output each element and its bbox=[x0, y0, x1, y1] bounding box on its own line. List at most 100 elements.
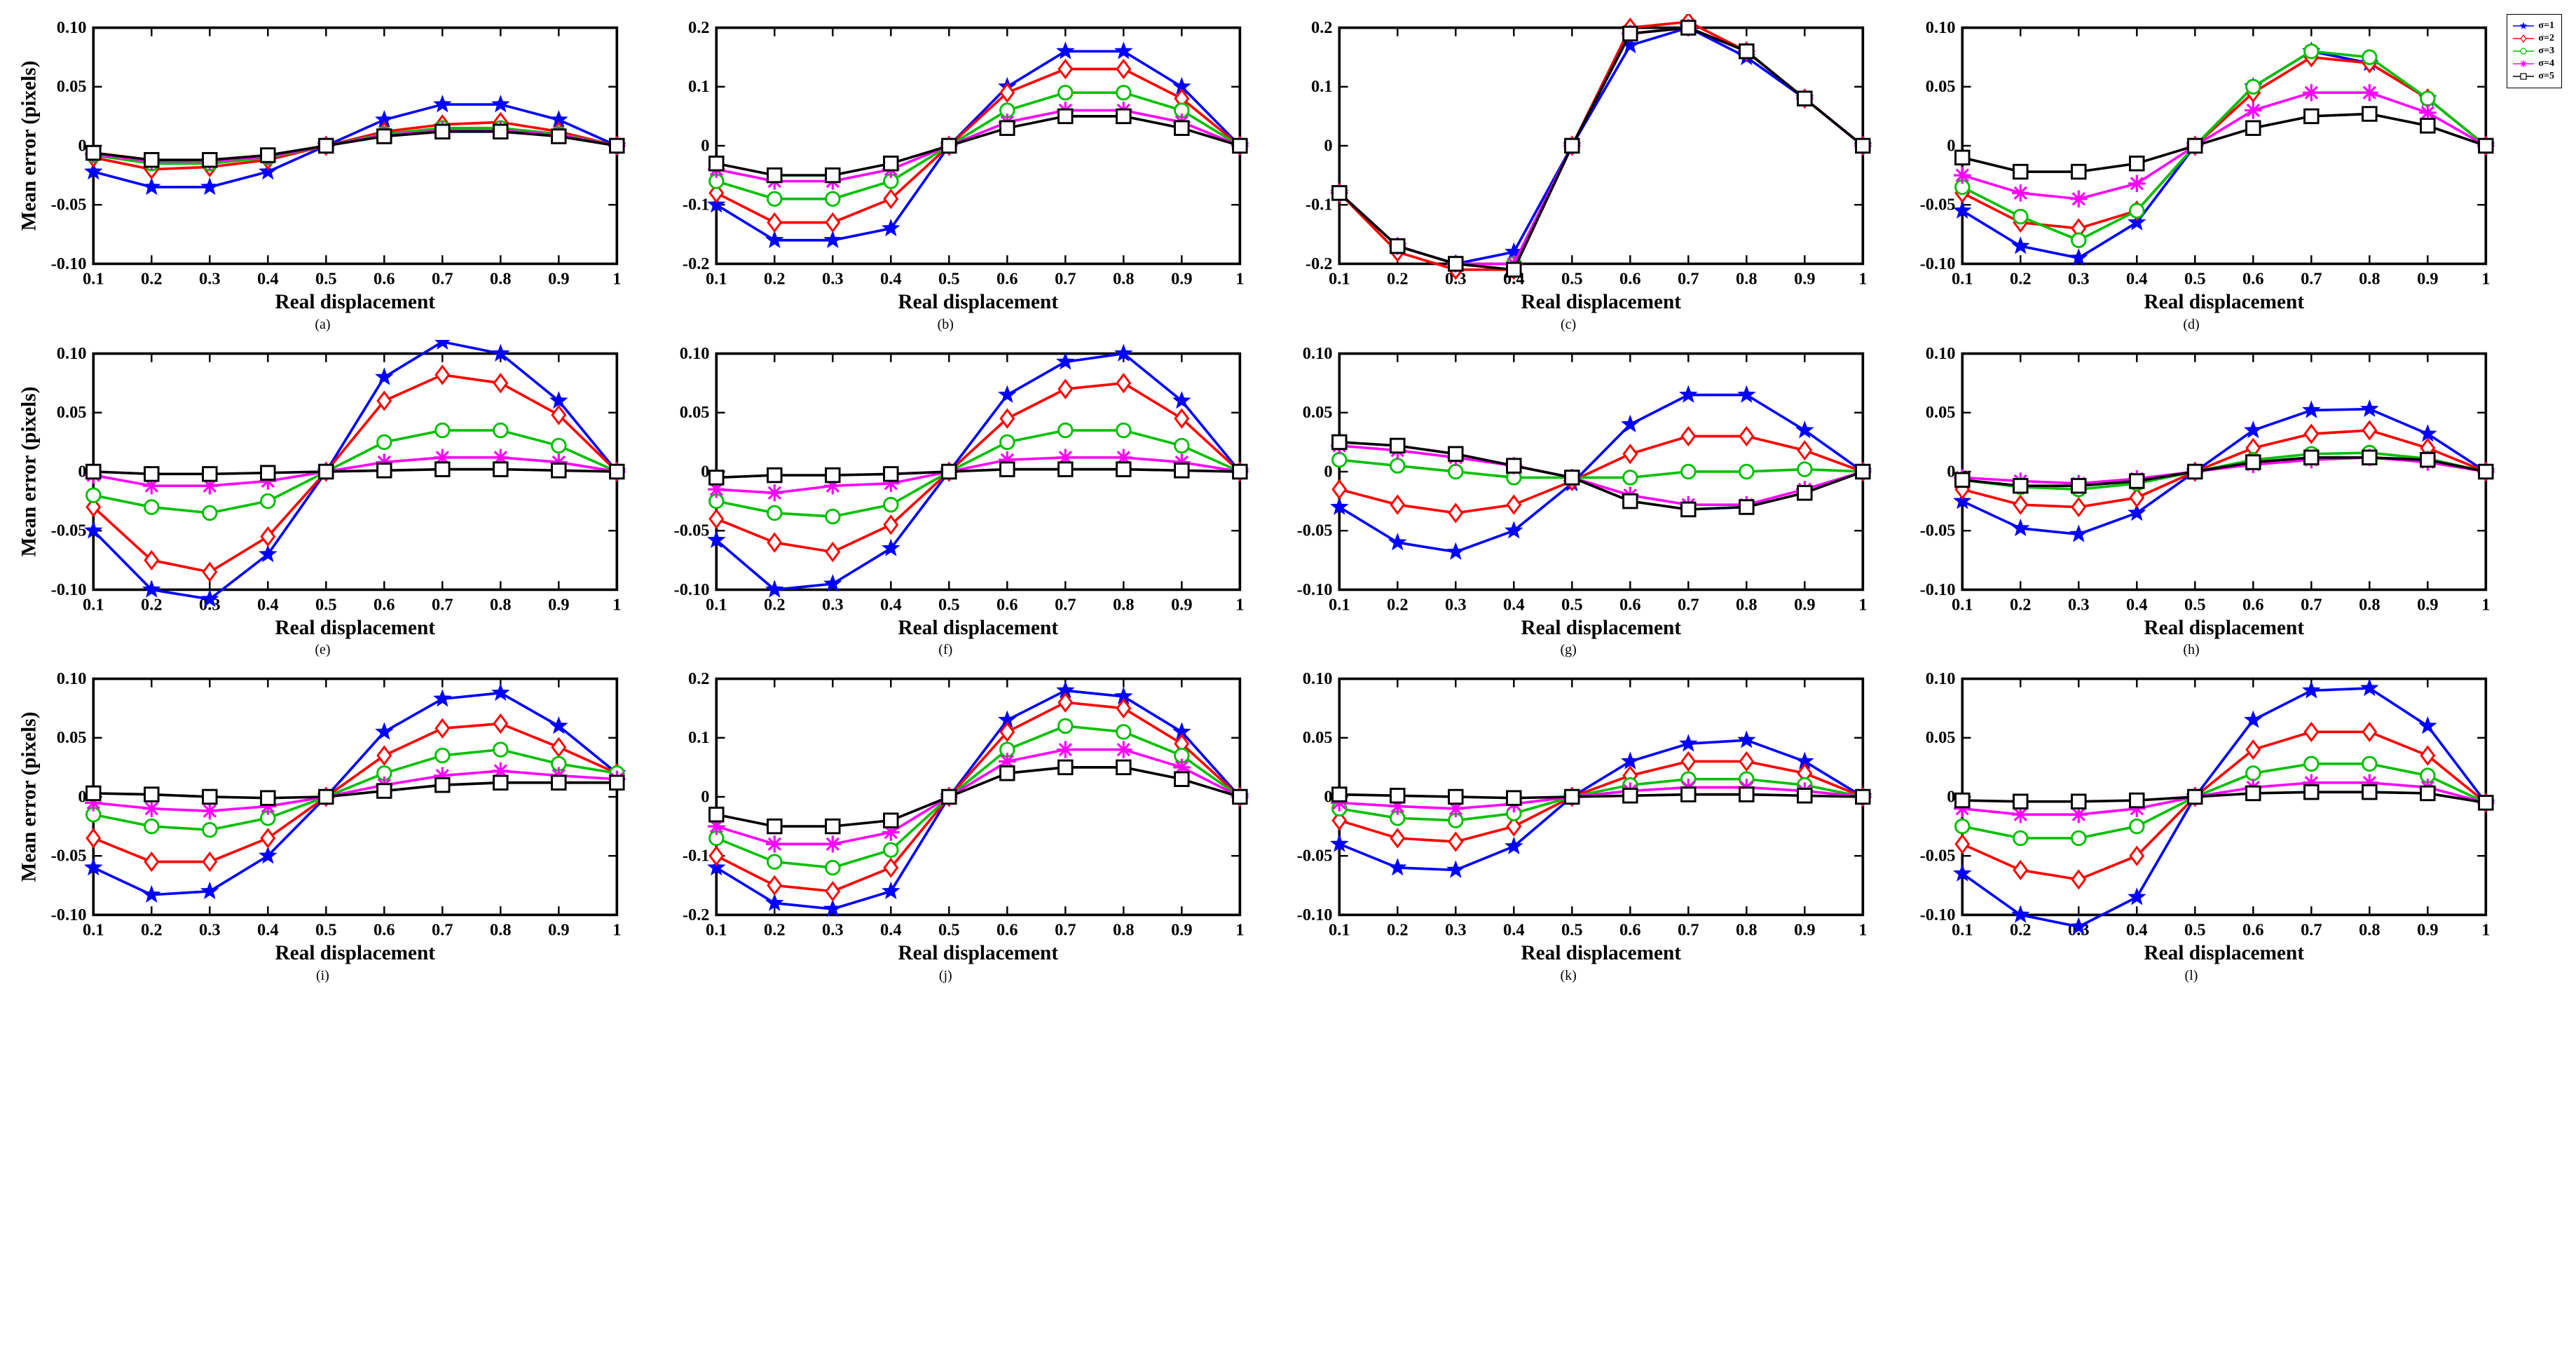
svg-text:-0.1: -0.1 bbox=[683, 196, 710, 214]
svg-text:0.6: 0.6 bbox=[996, 921, 1018, 940]
svg-text:0.2: 0.2 bbox=[764, 595, 786, 614]
svg-text:0.1: 0.1 bbox=[688, 728, 710, 747]
svg-text:0.1: 0.1 bbox=[1952, 921, 1973, 940]
svg-text:0.3: 0.3 bbox=[199, 270, 221, 289]
svg-text:0.7: 0.7 bbox=[432, 270, 453, 289]
svg-text:0.9: 0.9 bbox=[1794, 270, 1816, 289]
subplot-label: (f) bbox=[938, 642, 952, 658]
legend-label: σ=4 bbox=[2538, 58, 2554, 69]
legend-item-s3: σ=3 bbox=[2513, 46, 2554, 57]
marker-s5 bbox=[2420, 787, 2434, 801]
marker-s3 bbox=[767, 855, 781, 869]
marker-s5 bbox=[1856, 139, 1870, 153]
marker-s3 bbox=[825, 861, 840, 875]
marker-s5 bbox=[2479, 465, 2493, 479]
marker-s3 bbox=[1681, 465, 1695, 479]
svg-text:0.05: 0.05 bbox=[1925, 728, 1955, 747]
svg-text:-0.10: -0.10 bbox=[51, 580, 87, 599]
svg-text:1: 1 bbox=[1235, 270, 1244, 289]
subplot-cell-a: -0.10-0.0500.050.100.10.20.30.40.50.60.7… bbox=[14, 14, 631, 333]
marker-s3 bbox=[1332, 453, 1346, 467]
marker-s3 bbox=[2071, 832, 2085, 846]
svg-text:0.5: 0.5 bbox=[315, 921, 337, 940]
svg-text:0.6: 0.6 bbox=[1619, 270, 1641, 289]
svg-text:0.10: 0.10 bbox=[1303, 344, 1333, 363]
marker-s3 bbox=[1739, 465, 1753, 479]
svg-text:0.3: 0.3 bbox=[2068, 270, 2090, 289]
svg-text:0.8: 0.8 bbox=[1113, 270, 1135, 289]
marker-s3 bbox=[825, 192, 840, 206]
svg-text:0.1: 0.1 bbox=[1952, 270, 1973, 289]
marker-s5 bbox=[1856, 465, 1870, 479]
subplot-cell-i: -0.10-0.0500.050.100.10.20.30.40.50.60.7… bbox=[14, 665, 631, 984]
svg-text:0: 0 bbox=[1324, 136, 1332, 155]
legend-label: σ=1 bbox=[2538, 20, 2554, 32]
marker-s5 bbox=[2130, 156, 2144, 170]
svg-text:0.2: 0.2 bbox=[141, 270, 163, 289]
svg-text:1: 1 bbox=[1858, 270, 1867, 289]
subplot-label: (j) bbox=[939, 968, 952, 984]
subplot-i: -0.10-0.0500.050.100.10.20.30.40.50.60.7… bbox=[14, 665, 631, 966]
svg-text:0.05: 0.05 bbox=[1925, 403, 1955, 422]
marker-s5 bbox=[1174, 772, 1188, 786]
marker-s3 bbox=[203, 823, 217, 837]
marker-s5 bbox=[261, 791, 275, 805]
marker-s3 bbox=[2304, 44, 2318, 58]
svg-text:0.9: 0.9 bbox=[2417, 921, 2439, 940]
svg-text:-0.1: -0.1 bbox=[1306, 196, 1333, 214]
svg-text:0.8: 0.8 bbox=[490, 270, 512, 289]
svg-text:0.8: 0.8 bbox=[1736, 921, 1758, 940]
marker-s5 bbox=[145, 153, 159, 167]
legend-item-s5: σ=5 bbox=[2513, 71, 2554, 82]
x-axis-label: Real displacement bbox=[2144, 617, 2304, 639]
subplot-label: (d) bbox=[2183, 317, 2199, 333]
marker-s5 bbox=[1448, 257, 1462, 271]
legend-swatch-s2 bbox=[2513, 34, 2534, 43]
svg-text:1: 1 bbox=[612, 921, 621, 940]
svg-text:0: 0 bbox=[701, 136, 709, 155]
svg-text:0.8: 0.8 bbox=[490, 921, 512, 940]
legend-item-s1: σ=1 bbox=[2513, 20, 2554, 32]
marker-s5 bbox=[1797, 486, 1811, 500]
marker-s5 bbox=[2246, 121, 2260, 135]
svg-text:0.5: 0.5 bbox=[1561, 595, 1583, 614]
marker-s5 bbox=[436, 463, 450, 477]
marker-s5 bbox=[1681, 21, 1695, 35]
svg-text:0.10: 0.10 bbox=[1303, 669, 1333, 688]
svg-text:0.10: 0.10 bbox=[1925, 344, 1955, 363]
svg-text:0.4: 0.4 bbox=[880, 595, 902, 614]
svg-text:-0.10: -0.10 bbox=[1919, 254, 1955, 273]
svg-text:0.8: 0.8 bbox=[2359, 595, 2380, 614]
marker-s5 bbox=[1739, 788, 1753, 802]
marker-s5 bbox=[1739, 500, 1753, 514]
x-axis-label: Real displacement bbox=[275, 942, 436, 964]
svg-text:0.9: 0.9 bbox=[1794, 595, 1816, 614]
marker-s5 bbox=[2188, 139, 2202, 153]
marker-s5 bbox=[145, 788, 159, 802]
marker-s5 bbox=[2246, 787, 2260, 801]
svg-text:0.3: 0.3 bbox=[822, 270, 844, 289]
svg-text:0.9: 0.9 bbox=[548, 921, 570, 940]
marker-s3 bbox=[1116, 423, 1130, 437]
svg-text:0.1: 0.1 bbox=[1329, 921, 1350, 940]
marker-s5 bbox=[942, 139, 956, 153]
svg-text:1: 1 bbox=[2481, 921, 2490, 940]
marker-s5 bbox=[1332, 788, 1346, 802]
marker-s5 bbox=[1116, 760, 1130, 774]
marker-s5 bbox=[552, 776, 566, 790]
svg-text:0.4: 0.4 bbox=[257, 595, 279, 614]
marker-s5 bbox=[2362, 786, 2376, 800]
marker-s5 bbox=[2071, 795, 2085, 809]
marker-s3 bbox=[2420, 92, 2434, 106]
marker-s5 bbox=[610, 139, 624, 153]
svg-text:0.1: 0.1 bbox=[706, 921, 727, 940]
svg-text:1: 1 bbox=[1235, 595, 1244, 614]
svg-text:0.6: 0.6 bbox=[2242, 270, 2264, 289]
svg-text:0.2: 0.2 bbox=[1311, 18, 1333, 37]
svg-text:0.5: 0.5 bbox=[1561, 270, 1583, 289]
legend-item-s4: σ=4 bbox=[2513, 58, 2554, 69]
svg-text:1: 1 bbox=[612, 270, 621, 289]
svg-text:0.10: 0.10 bbox=[1925, 669, 1955, 688]
marker-s5 bbox=[494, 776, 508, 790]
marker-s5 bbox=[709, 470, 723, 484]
